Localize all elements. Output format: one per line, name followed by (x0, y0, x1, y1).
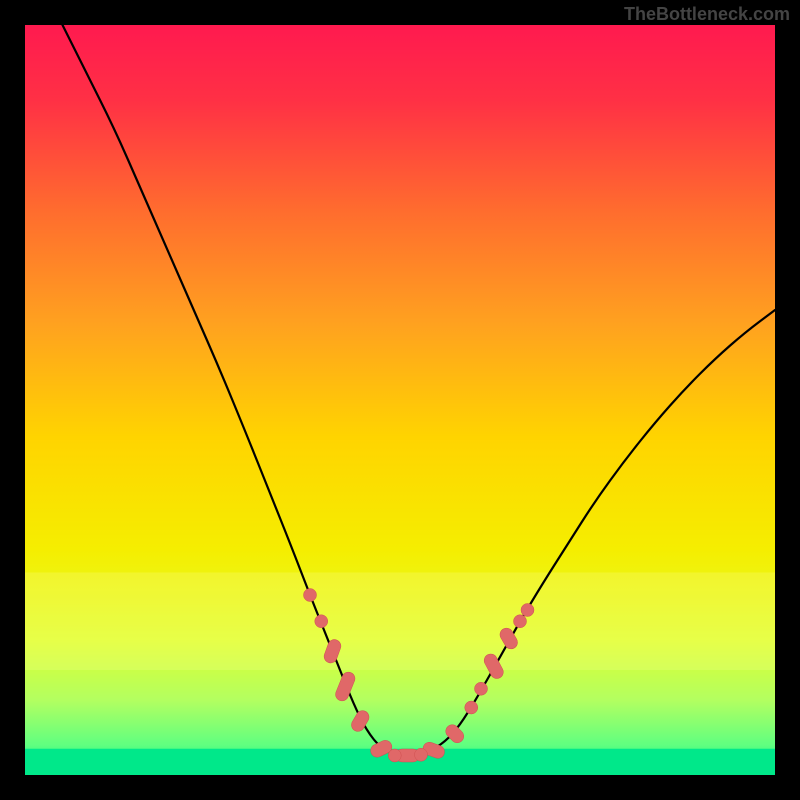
marker-dot (475, 682, 488, 695)
bottleneck-chart (25, 25, 775, 775)
marker-dot (465, 701, 478, 714)
marker-dot (521, 604, 534, 617)
marker-dot (514, 615, 527, 628)
chart-svg (25, 25, 775, 775)
marker-dot (388, 749, 401, 762)
marker-dot (415, 748, 428, 761)
marker-dot (304, 589, 317, 602)
target-band (25, 573, 775, 671)
marker-dot (315, 615, 328, 628)
watermark-text: TheBottleneck.com (624, 4, 790, 25)
